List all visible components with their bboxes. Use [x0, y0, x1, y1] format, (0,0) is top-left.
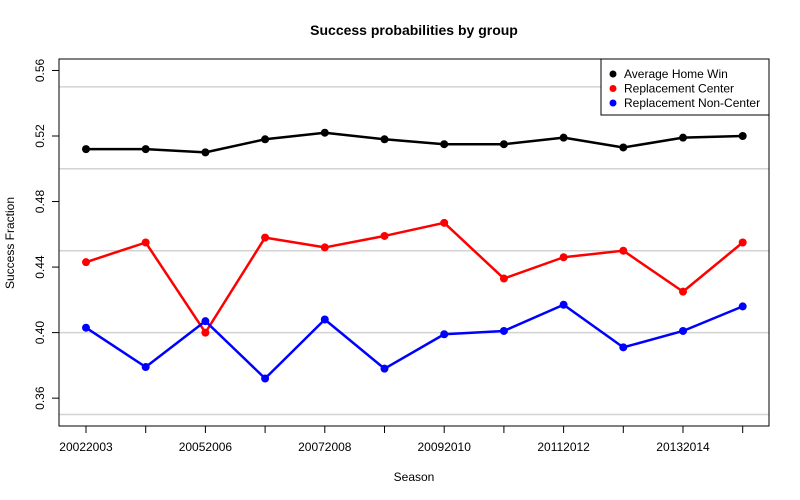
y-tick-label: 0.56 [33, 58, 47, 82]
data-point [201, 328, 210, 337]
data-point [141, 145, 150, 154]
data-point [499, 274, 508, 283]
data-point [380, 135, 389, 144]
legend-label: Replacement Non-Center [624, 96, 760, 110]
y-tick-label: 0.48 [33, 190, 47, 214]
grid-lines [59, 86, 769, 416]
x-tick-label: 20022003 [59, 440, 113, 454]
x-axis-title: Season [394, 470, 435, 484]
data-point [738, 132, 747, 141]
data-point [619, 246, 628, 255]
y-tick-label: 0.44 [33, 255, 47, 279]
y-axis: 0.36 0.40 0.44 0.48 0.52 0.56 [33, 58, 60, 410]
data-point [320, 243, 329, 252]
data-point [499, 140, 508, 149]
series-layer [82, 128, 747, 383]
data-point [82, 145, 90, 154]
y-tick-label: 0.40 [33, 321, 47, 345]
data-point [320, 128, 329, 137]
data-point [201, 317, 210, 326]
data-point [559, 133, 568, 142]
data-point [261, 374, 270, 383]
data-point [440, 218, 449, 227]
legend-box [600, 58, 770, 116]
data-point [619, 143, 628, 152]
series-line [86, 131, 743, 154]
legend-label: Replacement Center [624, 82, 734, 96]
legend-marker [609, 99, 617, 107]
data-point [440, 140, 449, 149]
data-point [82, 323, 90, 332]
series-replacement-non-center [82, 300, 747, 383]
data-point [679, 133, 687, 142]
data-point [141, 238, 150, 247]
data-point [141, 363, 150, 372]
y-axis-title: Success Fraction [3, 197, 17, 289]
x-tick-label: 20092010 [418, 440, 472, 454]
data-point [380, 364, 389, 373]
series-line [85, 221, 744, 334]
data-point [679, 326, 687, 335]
data-point [559, 300, 568, 309]
data-point [738, 302, 747, 311]
data-point [559, 253, 568, 262]
series-average-home-win [82, 128, 747, 157]
data-point [499, 326, 508, 335]
y-tick-label: 0.52 [33, 124, 47, 148]
y-tick-label: 0.36 [33, 386, 47, 410]
data-point [440, 330, 449, 339]
data-point [82, 258, 90, 267]
data-point [261, 233, 270, 242]
series-replacement-center [82, 218, 747, 337]
x-tick-label: 20052006 [179, 440, 233, 454]
data-point [738, 238, 747, 247]
series-line [85, 303, 744, 380]
legend-marker [609, 85, 617, 92]
data-point [201, 148, 210, 157]
data-point [261, 135, 270, 144]
x-tick-label: 20132014 [656, 440, 710, 454]
x-tick-label: 20072008 [298, 440, 352, 454]
x-tick-label: 20112012 [537, 440, 590, 454]
legend-marker [609, 70, 617, 78]
data-point [380, 231, 389, 240]
data-point [619, 343, 628, 352]
chart-title: Success probabilities by group [310, 22, 518, 38]
legend-label: Average Home Win [624, 67, 728, 81]
data-point [679, 287, 687, 296]
x-axis: 20022003 20052006 20072008 20092010 20112012… [59, 425, 744, 454]
data-point [320, 315, 329, 324]
